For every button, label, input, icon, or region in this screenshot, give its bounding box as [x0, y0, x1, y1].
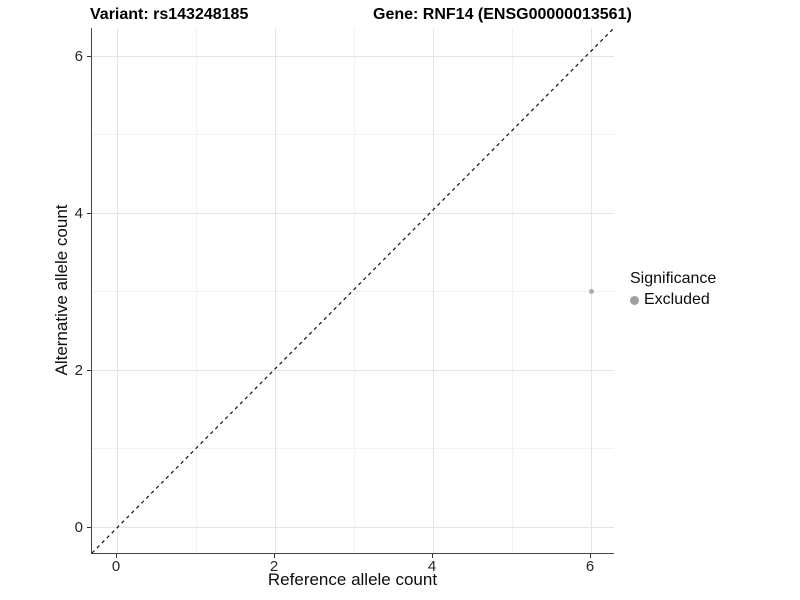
gridline-minor-y5: [92, 134, 614, 135]
gridline-major-y4: [92, 213, 614, 214]
y-tick-6: [87, 56, 91, 57]
legend-item-label: Excluded: [644, 291, 710, 308]
gridline-major-x2: [275, 28, 276, 553]
gridline-minor-x5: [512, 28, 513, 553]
x-tick-6: [590, 554, 591, 558]
x-tick-2: [274, 554, 275, 558]
plot-title-gene: Gene: RNF14 (ENSG00000013561): [373, 6, 632, 23]
gridline-major-x0: [117, 28, 118, 553]
y-tick-label-6: 6: [74, 48, 83, 65]
x-tick-label-2: 2: [269, 558, 279, 575]
identity-line-dashed: [91, 27, 615, 554]
x-tick-label-4: 4: [427, 558, 437, 575]
y-tick-2: [87, 370, 91, 371]
x-tick-label-6: 6: [585, 558, 595, 575]
y-tick-label-2: 2: [74, 362, 83, 379]
plot-title-variant: Variant: rs143248185: [90, 6, 249, 23]
y-tick-label-0: 0: [74, 519, 83, 536]
y-tick-label-4: 4: [74, 205, 83, 222]
gridline-major-y6: [92, 56, 614, 57]
x-tick-4: [432, 554, 433, 558]
legend: Significance Excluded: [630, 270, 716, 309]
gridline-minor-x3: [354, 28, 355, 553]
legend-title: Significance: [630, 270, 717, 287]
legend-item-excluded: Excluded: [630, 291, 716, 309]
x-tick-label-0: 0: [111, 558, 121, 575]
data-point-excluded: [589, 289, 594, 294]
gridline-major-x4: [433, 28, 434, 553]
x-tick-0: [116, 554, 117, 558]
x-axis-title: Reference allele count: [267, 570, 438, 589]
gridline-minor-y1: [92, 448, 614, 449]
legend-key-dot-icon: [630, 295, 639, 305]
gridline-minor-y3: [92, 291, 614, 292]
gridline-minor-x1: [196, 28, 197, 553]
y-tick-0: [87, 527, 91, 528]
plot-panel: [91, 27, 615, 554]
y-tick-4: [87, 213, 91, 214]
gridline-major-y2: [92, 370, 614, 371]
y-axis-title: Alternative allele count: [52, 204, 71, 376]
gridline-major-y0: [92, 527, 614, 528]
